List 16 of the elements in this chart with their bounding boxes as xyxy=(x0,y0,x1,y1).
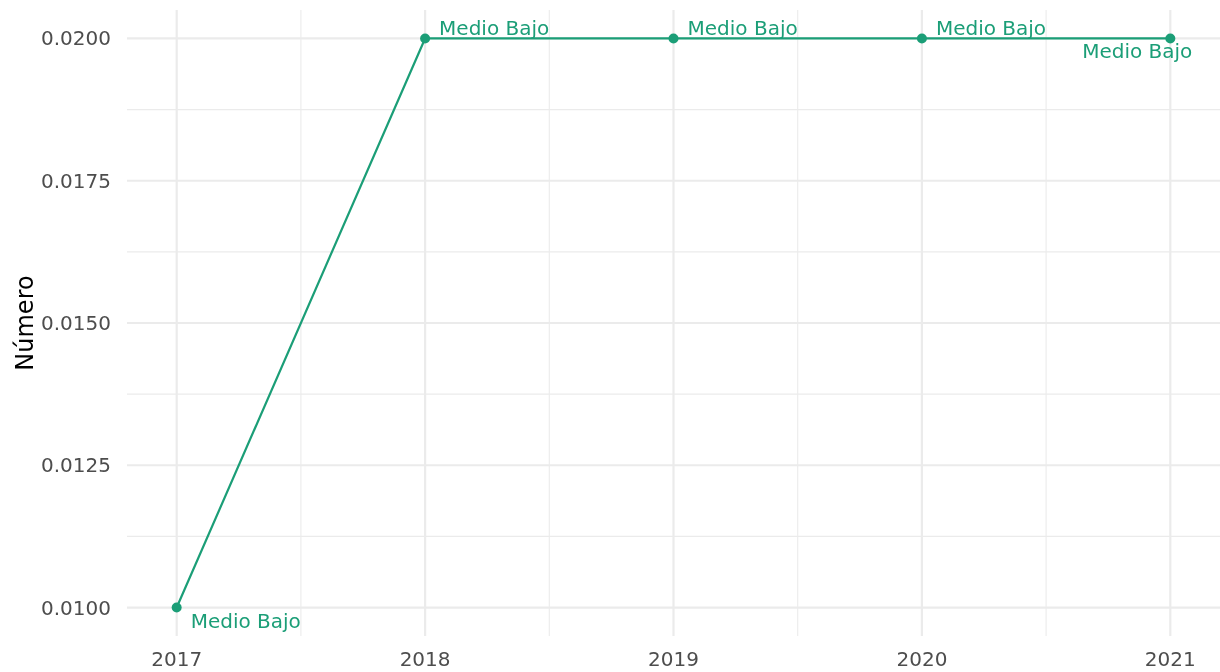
data-label: Medio Bajo xyxy=(439,16,550,41)
x-tick-label: 2018 xyxy=(399,647,451,671)
y-tick-label: 0.0150 xyxy=(41,311,111,335)
y-tick-label: 0.0200 xyxy=(41,26,111,51)
x-tick-label: 2019 xyxy=(648,647,699,671)
data-label: Medio Bajo xyxy=(935,16,1047,41)
data-label: Medio Bajo xyxy=(1082,39,1193,64)
x-tick-label: 2021 xyxy=(1144,647,1196,671)
y-axis-title: Número xyxy=(11,275,39,371)
x-tick-label: 2017 xyxy=(151,647,203,671)
x-tick-label: 2020 xyxy=(896,647,948,671)
y-tick-label: 0.0125 xyxy=(41,453,111,478)
y-tick-label: 0.0175 xyxy=(41,168,111,193)
data-label: Medio Bajo xyxy=(687,16,798,41)
y-tick-label: 0.0100 xyxy=(41,595,111,620)
data-label: Medio Bajo xyxy=(190,608,301,633)
